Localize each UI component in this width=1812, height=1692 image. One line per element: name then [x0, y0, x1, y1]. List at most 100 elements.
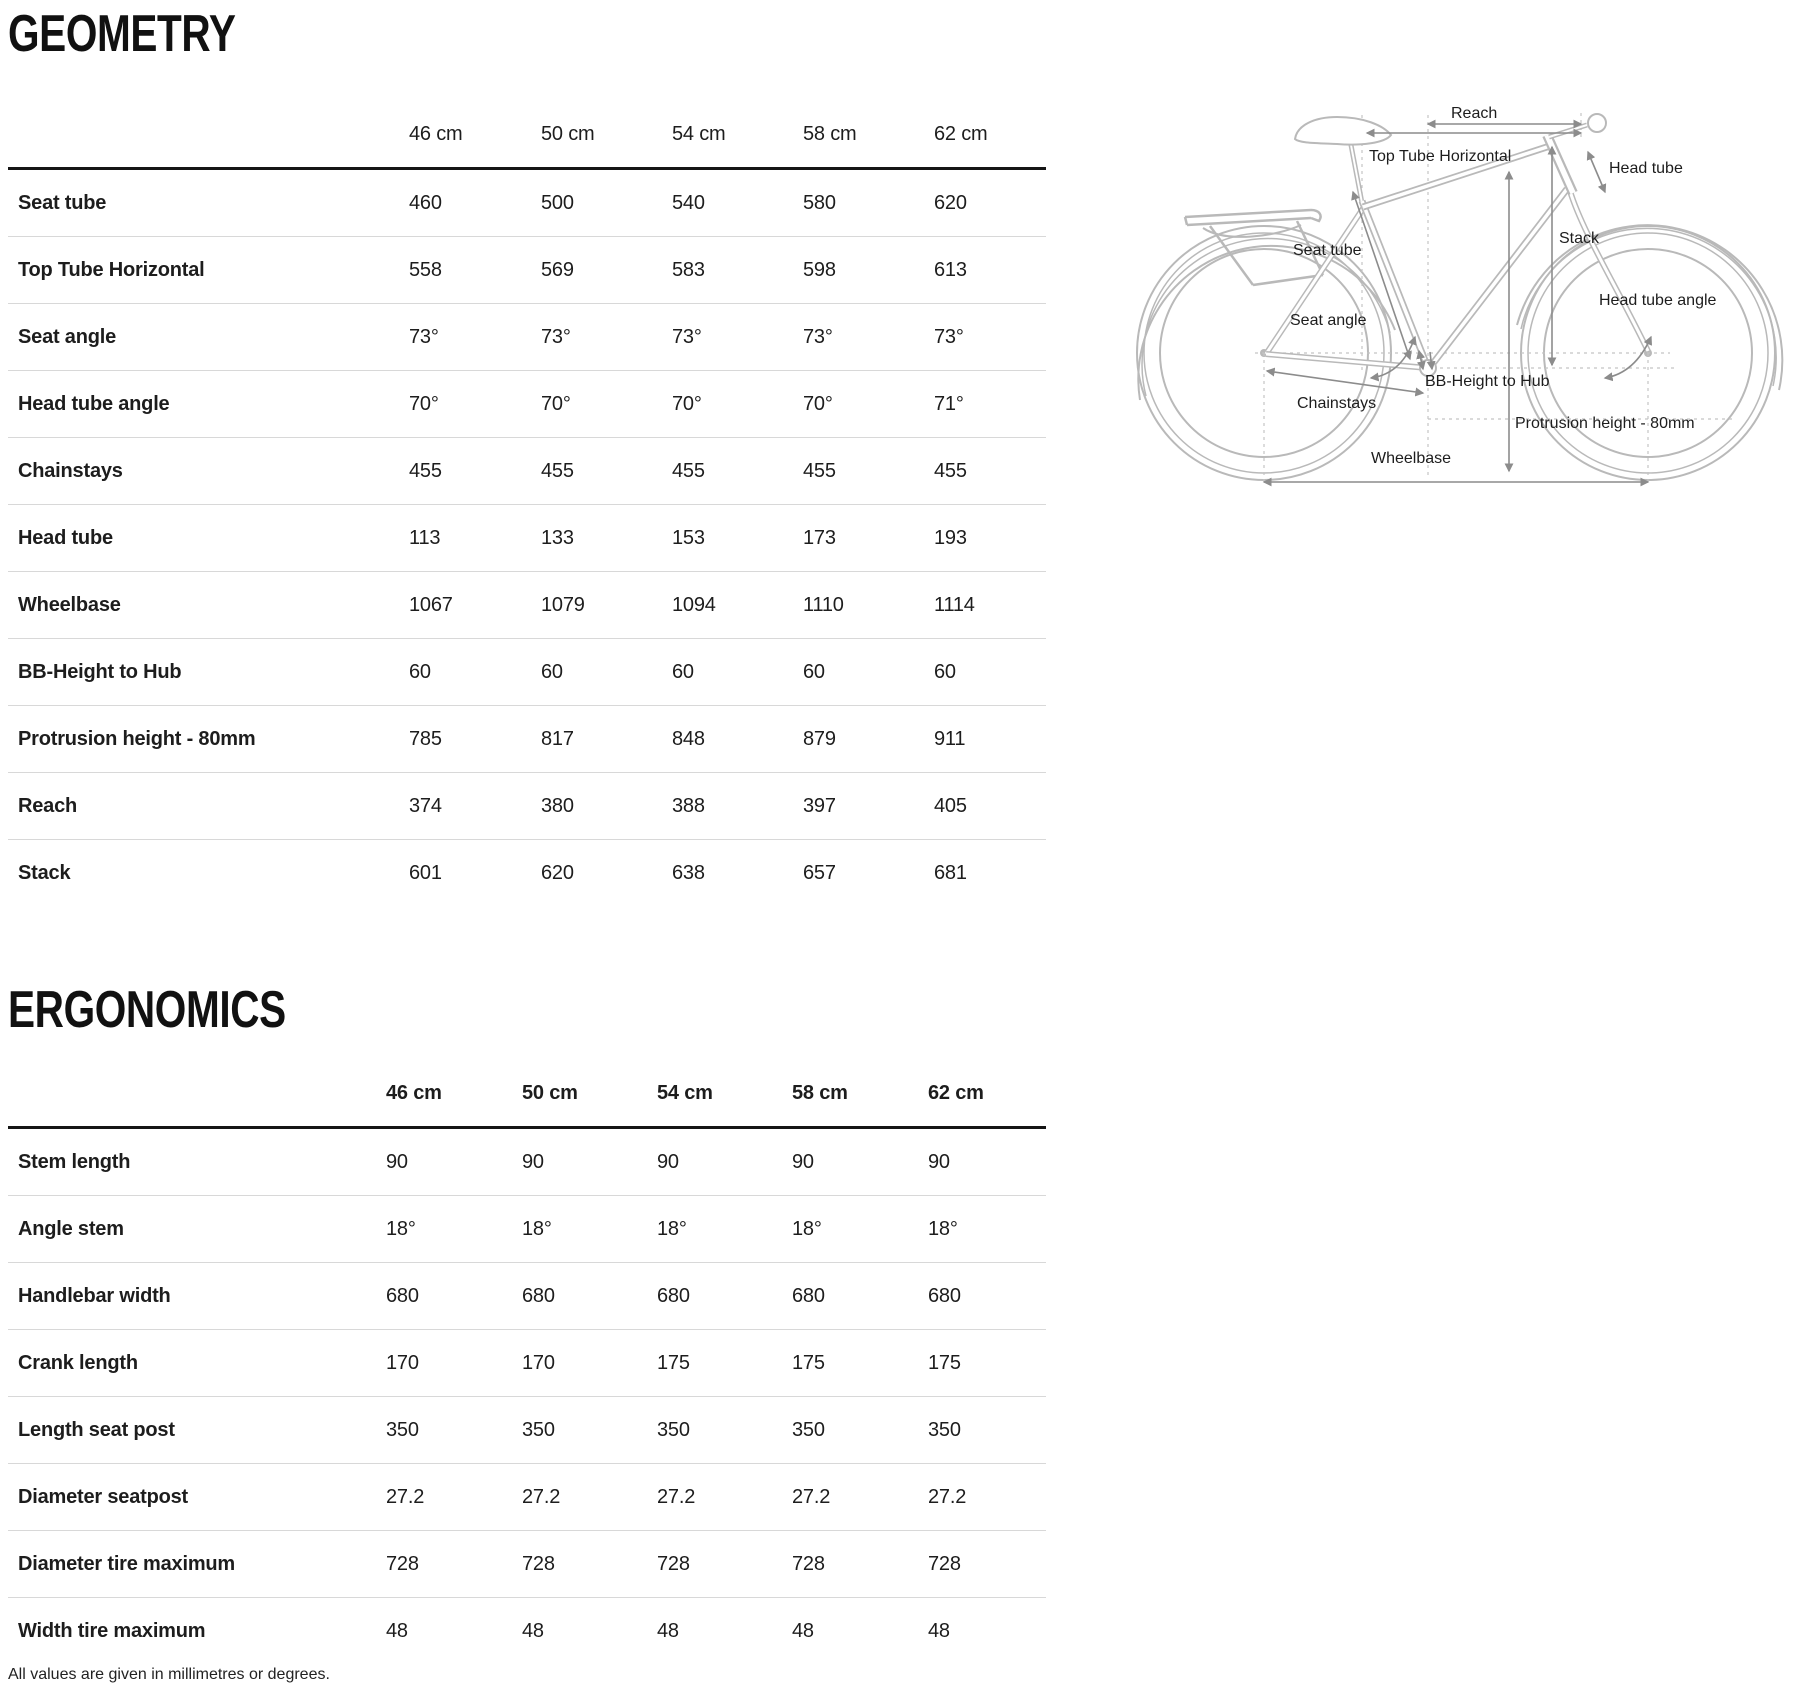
row-label: Reach	[18, 794, 78, 817]
ergonomics-table: 46 cm 50 cm 54 cm 58 cm 62 cm Stem length 90 90…	[8, 1060, 1046, 1664]
table-row: Top Tube Horizontal 558 569 583 598 613	[8, 236, 1046, 303]
cell-value: 638	[672, 861, 705, 884]
row-label: Length seat post	[18, 1418, 175, 1441]
saddle	[1293, 115, 1393, 146]
table-row: Angle stem 18° 18° 18° 18° 18°	[8, 1195, 1046, 1262]
cell-value: 728	[657, 1552, 690, 1575]
cell-value: 728	[386, 1552, 419, 1575]
table-row: Seat angle 73° 73° 73° 73° 73°	[8, 303, 1046, 370]
cell-value: 60	[541, 660, 563, 683]
table-row: Handlebar width 680 680 680 680 680	[8, 1262, 1046, 1329]
cell-value: 657	[803, 861, 836, 884]
diagram-label-protrusion-height: Protrusion height - 80mm	[1515, 415, 1695, 432]
cell-value: 90	[657, 1150, 679, 1173]
cell-value: 27.2	[657, 1485, 696, 1508]
row-label: Stack	[18, 861, 71, 884]
cell-value: 817	[541, 727, 574, 750]
diagram-label-bb-height-to-hub: BB-Height to Hub	[1425, 373, 1550, 390]
cell-value: 405	[934, 794, 967, 817]
column-header: 62 cm	[928, 1081, 984, 1104]
cell-value: 680	[792, 1284, 825, 1307]
cell-value: 1114	[934, 593, 975, 616]
cell-value: 620	[934, 191, 967, 214]
cell-value: 60	[409, 660, 431, 683]
cell-value: 680	[928, 1284, 961, 1307]
cell-value: 170	[386, 1351, 419, 1374]
diagram-label-head-tube-angle: Head tube angle	[1599, 292, 1717, 309]
cell-value: 350	[522, 1418, 555, 1441]
row-label: Seat tube	[18, 191, 107, 214]
row-label: Stem length	[18, 1150, 131, 1173]
cell-value: 18°	[657, 1217, 687, 1240]
cell-value: 60	[803, 660, 825, 683]
cell-value: 455	[541, 459, 574, 482]
row-label: Head tube	[18, 526, 113, 549]
dimension-arrows	[1262, 119, 1653, 487]
cell-value: 73°	[803, 325, 833, 348]
row-label: Head tube angle	[18, 392, 170, 415]
cell-value: 374	[409, 794, 442, 817]
row-label: Width tire maximum	[18, 1619, 206, 1642]
cell-value: 73°	[409, 325, 439, 348]
geometry-table: 46 cm 50 cm 54 cm 58 cm 62 cm Seat tube 460 500…	[8, 101, 1046, 906]
handlebar-grip	[1587, 113, 1607, 133]
column-header: 54 cm	[672, 122, 726, 145]
table-row: Length seat post 350 350 350 350 350	[8, 1396, 1046, 1463]
table-row: Width tire maximum 48 48 48 48 48	[8, 1597, 1046, 1664]
cell-value: 48	[792, 1619, 814, 1642]
cell-value: 175	[657, 1351, 690, 1374]
table-row: Stack 601 620 638 657 681	[8, 839, 1046, 906]
table-row: Reach 374 380 388 397 405	[8, 772, 1046, 839]
column-header: 58 cm	[792, 1081, 848, 1104]
cell-value: 380	[541, 794, 574, 817]
column-header: 46 cm	[409, 122, 463, 145]
cell-value: 90	[928, 1150, 950, 1173]
cell-value: 48	[657, 1619, 679, 1642]
row-label: BB-Height to Hub	[18, 660, 182, 683]
cell-value: 580	[803, 191, 836, 214]
column-header: 50 cm	[541, 122, 595, 145]
row-label: Top Tube Horizontal	[18, 258, 205, 281]
row-label: Seat angle	[18, 325, 117, 348]
row-label: Wheelbase	[18, 593, 121, 616]
cell-value: 728	[792, 1552, 825, 1575]
cell-value: 397	[803, 794, 836, 817]
cell-value: 350	[792, 1418, 825, 1441]
table-header-row: 46 cm 50 cm 54 cm 58 cm 62 cm	[8, 1060, 1046, 1129]
cell-value: 350	[386, 1418, 419, 1441]
cell-value: 175	[792, 1351, 825, 1374]
geometry-section-title: GEOMETRY	[8, 5, 236, 63]
table-row: BB-Height to Hub 60 60 60 60 60	[8, 638, 1046, 705]
cell-value: 90	[522, 1150, 544, 1173]
diagram-label-stack: Stack	[1559, 230, 1600, 247]
table-row: Stem length 90 90 90 90 90	[8, 1129, 1046, 1195]
cell-value: 728	[522, 1552, 555, 1575]
cell-value: 90	[792, 1150, 814, 1173]
cell-value: 1094	[672, 593, 716, 616]
cell-value: 48	[928, 1619, 950, 1642]
table-row: Protrusion height - 80mm 785 817 848 879 911	[8, 705, 1046, 772]
cell-value: 73°	[934, 325, 964, 348]
cell-value: 1079	[541, 593, 585, 616]
cell-value: 175	[928, 1351, 961, 1374]
units-footnote: All values are given in millimetres or d…	[8, 1666, 330, 1683]
cell-value: 170	[522, 1351, 555, 1374]
cell-value: 455	[934, 459, 967, 482]
cell-value: 500	[541, 191, 574, 214]
cell-value: 48	[386, 1619, 408, 1642]
cell-value: 70°	[409, 392, 439, 415]
diagram-label-head-tube: Head tube	[1609, 160, 1683, 177]
cell-value: 558	[409, 258, 442, 281]
row-label: Diameter tire maximum	[18, 1552, 236, 1575]
row-label: Protrusion height - 80mm	[18, 727, 256, 750]
cell-value: 455	[409, 459, 442, 482]
column-header: 62 cm	[934, 122, 988, 145]
cell-value: 153	[672, 526, 705, 549]
cell-value: 540	[672, 191, 705, 214]
row-label: Diameter seatpost	[18, 1485, 188, 1508]
cell-value: 680	[386, 1284, 419, 1307]
cell-value: 27.2	[792, 1485, 831, 1508]
cell-value: 728	[928, 1552, 961, 1575]
row-label: Handlebar width	[18, 1284, 171, 1307]
column-header: 50 cm	[522, 1081, 578, 1104]
